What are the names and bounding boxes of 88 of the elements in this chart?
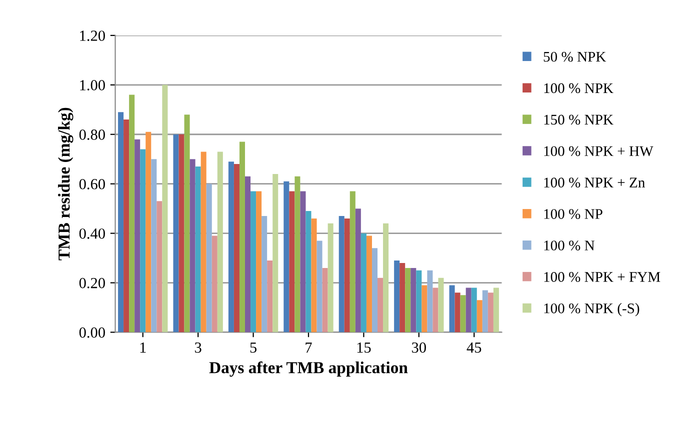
bar <box>432 288 438 332</box>
bar <box>173 134 179 332</box>
y-tick-label: 0.00 <box>79 327 105 338</box>
bar <box>427 270 433 332</box>
x-tick-label: 3 <box>194 342 202 353</box>
bar <box>471 288 477 332</box>
y-tick-label: 0.80 <box>79 130 105 140</box>
bar <box>416 270 422 332</box>
bar <box>239 142 245 332</box>
bar <box>151 159 157 332</box>
bar <box>162 84 168 332</box>
bar <box>322 268 328 332</box>
bar <box>449 285 455 332</box>
bar <box>311 218 317 332</box>
bar <box>328 223 334 332</box>
x-tick-label: 15 <box>357 342 371 353</box>
legend-label: 100 % NPK + Zn <box>544 178 645 188</box>
bar <box>372 248 378 332</box>
bar <box>306 211 312 332</box>
bar <box>476 300 482 332</box>
legend-label: 100 % NPK <box>544 83 614 94</box>
bar <box>129 94 135 332</box>
bar <box>267 260 273 332</box>
legend-label: 50 % NPK <box>544 52 606 62</box>
bar <box>454 292 460 332</box>
bar <box>195 166 201 332</box>
y-axis-title: TMB residue (mg/kg) <box>58 108 74 260</box>
bar <box>316 240 322 332</box>
bar <box>140 149 146 332</box>
bar <box>272 174 278 332</box>
bar <box>256 191 262 332</box>
y-tick-label: 1.20 <box>80 30 105 41</box>
bar <box>410 268 416 332</box>
bar <box>482 290 488 332</box>
bar <box>234 164 240 332</box>
bar <box>360 233 366 332</box>
bar <box>190 159 196 332</box>
bar <box>146 132 152 332</box>
bar <box>344 218 350 332</box>
legend-label: 100 % NPK (-S) <box>544 303 640 316</box>
bar <box>422 285 428 332</box>
bar <box>338 216 344 332</box>
x-tick-label: 1 <box>140 342 146 353</box>
x-tick-label: 5 <box>250 342 257 353</box>
bar <box>206 184 212 332</box>
x-axis-title: Days after TMB application <box>209 361 408 377</box>
bar <box>383 223 389 332</box>
bar <box>212 236 218 332</box>
bar <box>355 208 361 332</box>
y-tick-label: 0.60 <box>79 178 105 190</box>
bar <box>405 268 411 332</box>
y-tick-label: 0.40 <box>79 228 105 239</box>
bar <box>284 181 290 332</box>
bar <box>200 152 206 332</box>
y-tick-label: 0.20 <box>79 278 105 288</box>
bar <box>124 120 130 332</box>
x-tick-label: 45 <box>466 342 482 353</box>
bar <box>289 191 295 332</box>
bar <box>394 260 400 332</box>
x-tick-label: 7 <box>306 342 312 353</box>
legend-label: 100 % NPK + FYM <box>544 272 660 282</box>
bar <box>438 278 444 332</box>
bar <box>228 162 234 332</box>
bar <box>488 292 494 332</box>
bar <box>156 201 162 332</box>
legend-label: 150 % NPK <box>544 114 614 125</box>
bar <box>262 216 268 332</box>
legend-label: 100 % NP <box>544 209 602 219</box>
legend-label: 100 % NPK + HW <box>544 146 654 156</box>
bar <box>118 112 124 332</box>
bar <box>245 176 251 332</box>
bar <box>217 152 223 332</box>
bar <box>466 288 472 332</box>
bar <box>178 134 184 332</box>
bar <box>400 262 406 332</box>
bar <box>366 236 372 332</box>
legend-label: 100 % N <box>544 240 595 250</box>
bar <box>493 288 499 332</box>
bar <box>184 114 190 332</box>
bar <box>134 139 140 332</box>
bar <box>378 278 384 332</box>
bar <box>294 176 300 332</box>
bar <box>460 295 466 332</box>
y-tick-label: 1.00 <box>80 80 105 90</box>
bar <box>350 191 356 332</box>
bar <box>250 191 256 332</box>
x-tick-label: 30 <box>412 342 426 353</box>
bar <box>300 191 306 332</box>
